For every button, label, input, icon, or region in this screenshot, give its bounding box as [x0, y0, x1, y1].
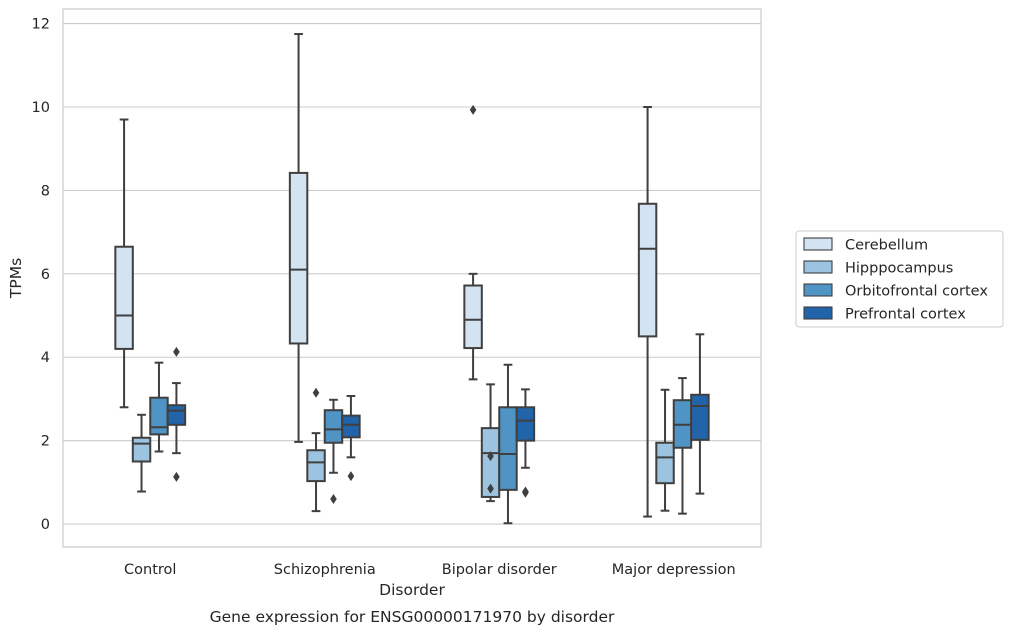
box-hipppocampus [131, 413, 152, 493]
chart-caption: Gene expression for ENSG00000171970 by d… [210, 608, 615, 626]
box-orbitofrontal-cortex [672, 377, 693, 515]
box-iqr [166, 404, 187, 426]
legend-frame [795, 230, 1004, 328]
box-cerebellum [114, 118, 134, 409]
box-iqr [655, 441, 675, 485]
box-prefrontal-cortex [515, 388, 536, 498]
y-tick-label: 2 [41, 434, 50, 450]
legend-item: Cerebellum [803, 237, 928, 254]
outlier-point [487, 451, 494, 462]
box-cerebellum [637, 106, 658, 518]
category-group [637, 106, 710, 518]
box-hipppocampus [480, 383, 501, 503]
category-group [463, 104, 536, 525]
outlier-point [487, 483, 494, 494]
legend-label: Prefrontal cortex [845, 307, 966, 323]
outlier-point [347, 471, 355, 482]
outlier-point [330, 494, 337, 505]
legend-label: Hipppocampus [845, 261, 953, 277]
y-tick-label: 12 [32, 17, 50, 33]
box-iqr [131, 436, 152, 463]
legend-swatch [803, 260, 833, 274]
legend-label: Orbitofrontal cortex [845, 284, 988, 300]
outlier-point [173, 471, 180, 482]
box-iqr [463, 284, 483, 350]
legend-swatch [803, 306, 833, 320]
box-cerebellum [463, 104, 483, 381]
legend: Cerebellum Hipppocampus Orbitofrontal cort… [795, 230, 1004, 328]
legend-item: Prefrontal cortex [803, 306, 966, 323]
box-prefrontal-cortex [690, 333, 710, 495]
x-axis-label: Disorder [379, 581, 445, 599]
box-hipppocampus [655, 388, 675, 512]
legend-item: Orbitofrontal cortex [803, 283, 988, 300]
x-tick-label: Control [124, 562, 176, 578]
box-iqr [637, 202, 658, 338]
box-iqr [498, 406, 518, 491]
box-prefrontal-cortex [341, 395, 361, 482]
y-tick-label: 4 [41, 350, 50, 366]
x-tick-label: Major depression [612, 562, 736, 578]
box-hipppocampus [306, 387, 326, 513]
legend-item: Hipppocampus [803, 260, 953, 277]
x-tick-label: Bipolar disorder [442, 562, 557, 578]
box-prefrontal-cortex [166, 346, 187, 482]
plot-area [62, 8, 762, 548]
y-tick-label: 8 [41, 183, 50, 199]
box-orbitofrontal-cortex [149, 361, 169, 453]
category-group [288, 33, 361, 513]
legend-swatch [803, 237, 833, 251]
box-iqr [149, 396, 169, 436]
box-groups [114, 33, 710, 525]
box-iqr [288, 171, 309, 345]
box-iqr [323, 409, 344, 444]
box-iqr [341, 414, 361, 439]
category-group [114, 118, 187, 493]
y-tick-labels: 0 2 4 6 8 10 12 [32, 17, 50, 533]
box-iqr [690, 393, 710, 441]
y-tick-label: 6 [41, 267, 50, 283]
outlier-point [312, 387, 320, 398]
y-axis-label: TPMs [7, 258, 25, 299]
grid-lines [63, 23, 761, 525]
box-orbitofrontal-cortex [498, 363, 518, 525]
y-tick-label: 10 [32, 100, 50, 116]
box-cerebellum [288, 33, 309, 443]
legend-swatch [803, 283, 833, 297]
x-tick-label: Schizophrenia [274, 562, 376, 578]
box-iqr [306, 449, 326, 483]
legend-label: Cerebellum [845, 238, 928, 254]
box-iqr [114, 245, 134, 350]
outlier-point [469, 104, 477, 115]
box-orbitofrontal-cortex [323, 398, 344, 505]
x-tick-labels: Control Schizophrenia Bipolar disorder Majo… [124, 562, 736, 578]
box-iqr [515, 406, 536, 442]
outlier-point [173, 346, 180, 357]
outlier-point [522, 487, 529, 498]
y-tick-label: 0 [41, 517, 50, 533]
